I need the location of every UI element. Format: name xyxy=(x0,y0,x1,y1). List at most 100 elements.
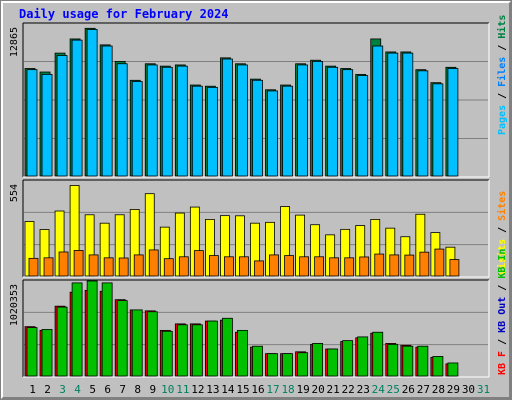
x-tick-label: 17 xyxy=(266,383,279,396)
x-tick-label: 11 xyxy=(176,383,189,396)
x-tick-label: 29 xyxy=(447,383,460,396)
legend-entry: Files xyxy=(496,57,508,87)
kb-in-bar xyxy=(191,324,203,377)
pages-bar xyxy=(417,70,429,177)
chart-title: Daily usage for February 2024 xyxy=(19,7,229,21)
sites-bar xyxy=(254,260,264,277)
kb-in-bar xyxy=(297,352,308,377)
kb-in-bar xyxy=(417,345,429,377)
pages-bar xyxy=(26,69,38,177)
pages-bar xyxy=(237,64,248,177)
kb-in-bar xyxy=(56,306,68,377)
sites-bar xyxy=(58,251,69,277)
kb-in-bar xyxy=(176,324,188,377)
x-tick-label: 20 xyxy=(312,383,325,396)
pages-bar xyxy=(372,45,384,177)
y-max-label: 554 xyxy=(9,184,20,202)
sites-bar xyxy=(374,253,385,277)
x-tick-label: 18 xyxy=(281,383,294,396)
legend: Visits / Sites xyxy=(496,191,508,275)
sites-bar xyxy=(208,255,219,277)
sites-bar xyxy=(239,256,249,277)
x-tick-label: 30 xyxy=(462,383,475,396)
x-tick-label: 31 xyxy=(477,383,490,396)
x-tick-label: 7 xyxy=(119,383,126,396)
legend-entry: Pages xyxy=(497,105,508,135)
x-tick-label: 14 xyxy=(221,383,235,396)
sites-bar xyxy=(224,256,234,277)
sites-bar xyxy=(28,257,39,277)
kb-in-bar xyxy=(447,362,459,377)
x-tick-label: 28 xyxy=(432,383,445,396)
legend-entry: KB Out xyxy=(497,297,508,333)
sites-bar xyxy=(103,257,114,277)
kb-in-bar xyxy=(161,330,173,377)
sites-bar xyxy=(178,256,189,277)
kb-in-bar xyxy=(432,356,444,377)
legend-entry: Visits xyxy=(496,239,508,275)
legend-entry: KB In xyxy=(497,249,508,279)
kb-in-bar xyxy=(357,336,369,377)
kb-in-bar xyxy=(206,320,218,377)
pages-bar xyxy=(176,65,188,177)
sites-bar xyxy=(389,254,400,277)
x-tick-label: 21 xyxy=(327,383,340,396)
x-tick-label: 9 xyxy=(149,383,156,396)
pages-bar xyxy=(252,79,263,177)
pages-bar xyxy=(447,68,459,177)
x-tick-label: 2 xyxy=(44,383,51,396)
sites-bar xyxy=(329,257,340,277)
pages-bar xyxy=(282,85,293,177)
sites-bar xyxy=(118,257,129,277)
x-tick-label: 16 xyxy=(251,383,264,396)
kb-in-bar xyxy=(41,329,53,377)
pages-bar xyxy=(297,64,308,177)
kb-in-bar xyxy=(252,345,263,377)
x-tick-label: 25 xyxy=(387,383,400,396)
kb-in-bar xyxy=(327,348,339,377)
y-max-label: 12865 xyxy=(9,27,20,57)
kb-in-bar xyxy=(71,282,83,377)
sites-bar xyxy=(148,249,159,277)
pages-bar xyxy=(222,58,233,177)
x-tick-label: 22 xyxy=(342,383,355,396)
sites-bar xyxy=(299,256,309,277)
x-tick-label: 10 xyxy=(161,383,174,396)
sites-bar xyxy=(269,254,279,277)
kb-in-bar xyxy=(267,353,278,377)
pages-bar xyxy=(402,52,414,177)
legend: Pages / Files / Hits xyxy=(496,15,508,135)
pages-bar xyxy=(116,63,128,177)
x-tick-label: 6 xyxy=(104,383,111,396)
pages-bar xyxy=(327,66,339,177)
x-tick-label: 27 xyxy=(417,383,430,396)
pages-bar xyxy=(161,66,173,177)
x-tick-label: 12 xyxy=(191,383,204,396)
kb-in-bar xyxy=(312,343,324,377)
x-tick-label: 24 xyxy=(372,383,386,396)
legend-separator: / xyxy=(497,39,508,57)
kb-in-bar xyxy=(222,317,233,377)
sites-bar xyxy=(284,255,294,277)
sites-bar xyxy=(193,250,204,277)
sites-bar xyxy=(133,254,144,277)
sites-bar xyxy=(344,257,355,277)
pages-bar xyxy=(267,90,278,177)
legend-separator: / xyxy=(497,87,508,105)
x-tick-label: 13 xyxy=(206,383,219,396)
pages-bar xyxy=(131,81,143,177)
x-tick-label: 19 xyxy=(296,383,309,396)
sites-bar xyxy=(449,259,460,277)
kb-in-bar xyxy=(131,309,143,377)
y-max-label: 1020353 xyxy=(9,284,20,326)
pages-bar xyxy=(357,75,369,177)
pages-bar xyxy=(101,45,113,177)
kb-in-bar xyxy=(86,280,98,377)
x-tick-label: 23 xyxy=(357,383,370,396)
sites-bar xyxy=(434,248,445,277)
pages-bar xyxy=(56,55,68,177)
kb-in-bar xyxy=(26,327,38,377)
pages-bar xyxy=(387,52,399,177)
sites-bar xyxy=(88,254,99,277)
legend-entry: Hits xyxy=(496,15,508,39)
